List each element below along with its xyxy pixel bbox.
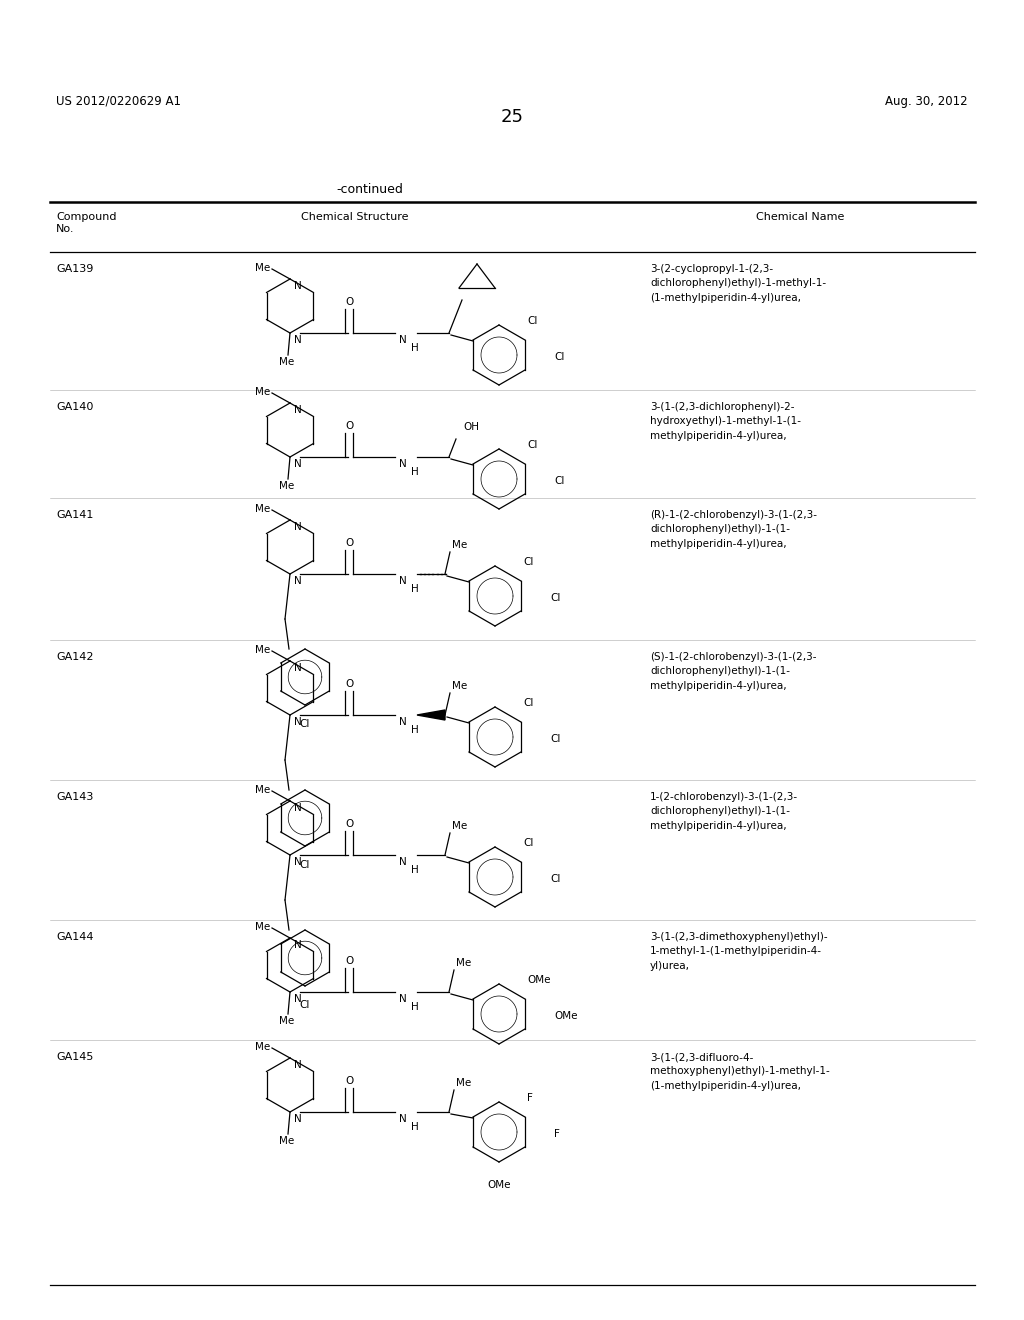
Text: US 2012/0220629 A1: US 2012/0220629 A1 — [56, 95, 181, 108]
Text: GA141: GA141 — [56, 510, 93, 520]
Text: GA143: GA143 — [56, 792, 93, 803]
Text: 3-(2-cyclopropyl-1-(2,3-
dichlorophenyl)ethyl)-1-methyl-1-
(1-methylpiperidin-4-: 3-(2-cyclopropyl-1-(2,3- dichlorophenyl)… — [650, 264, 826, 302]
Text: O: O — [345, 818, 353, 829]
Text: (R)-1-(2-chlorobenzyl)-3-(1-(2,3-
dichlorophenyl)ethyl)-1-(1-
methylpiperidin-4-: (R)-1-(2-chlorobenzyl)-3-(1-(2,3- dichlo… — [650, 510, 817, 549]
Text: 3-(1-(2,3-difluoro-4-
methoxyphenyl)ethyl)-1-methyl-1-
(1-methylpiperidin-4-yl)u: 3-(1-(2,3-difluoro-4- methoxyphenyl)ethy… — [650, 1052, 829, 1090]
Text: N: N — [294, 803, 302, 813]
Text: Me: Me — [255, 921, 270, 932]
Text: Me: Me — [255, 263, 270, 273]
Text: Cl: Cl — [554, 477, 564, 486]
Text: N: N — [294, 857, 302, 867]
Text: Compound
No.: Compound No. — [56, 213, 117, 234]
Text: N: N — [399, 335, 407, 345]
Text: GA139: GA139 — [56, 264, 93, 275]
Text: O: O — [345, 678, 353, 689]
Text: O: O — [345, 1076, 353, 1086]
Text: OMe: OMe — [487, 1180, 511, 1191]
Text: Me: Me — [452, 681, 467, 690]
Text: N: N — [294, 717, 302, 727]
Text: Chemical Structure: Chemical Structure — [301, 213, 409, 222]
Text: Me: Me — [452, 821, 467, 832]
Text: Me: Me — [255, 504, 270, 513]
Text: Me: Me — [456, 958, 471, 968]
Text: Me: Me — [452, 540, 467, 550]
Text: 3-(1-(2,3-dichlorophenyl)-2-
hydroxyethyl)-1-methyl-1-(1-
methylpiperidin-4-yl)u: 3-(1-(2,3-dichlorophenyl)-2- hydroxyethy… — [650, 403, 801, 441]
Text: N: N — [399, 857, 407, 867]
Text: GA142: GA142 — [56, 652, 93, 663]
Text: Me: Me — [255, 1041, 270, 1052]
Text: N: N — [294, 459, 302, 469]
Text: Chemical Name: Chemical Name — [756, 213, 844, 222]
Text: Me: Me — [255, 645, 270, 655]
Text: OMe: OMe — [554, 1011, 578, 1020]
Text: H: H — [411, 725, 419, 735]
Text: H: H — [411, 343, 419, 352]
Text: Cl: Cl — [554, 352, 564, 362]
Text: Cl: Cl — [300, 719, 310, 729]
Text: Cl: Cl — [550, 874, 560, 884]
Text: H: H — [411, 1122, 419, 1133]
Text: N: N — [294, 576, 302, 586]
Text: Me: Me — [280, 1016, 295, 1026]
Text: N: N — [294, 521, 302, 532]
Text: Me: Me — [255, 387, 270, 397]
Text: 1-(2-chlorobenzyl)-3-(1-(2,3-
dichlorophenyl)ethyl)-1-(1-
methylpiperidin-4-yl)u: 1-(2-chlorobenzyl)-3-(1-(2,3- dichloroph… — [650, 792, 798, 830]
Text: -continued: -continued — [337, 183, 403, 195]
Text: 25: 25 — [501, 108, 523, 125]
Text: Cl: Cl — [300, 1001, 310, 1010]
Text: Cl: Cl — [523, 838, 534, 847]
Text: N: N — [294, 994, 302, 1005]
Text: OMe: OMe — [527, 975, 551, 985]
Text: Cl: Cl — [523, 557, 534, 568]
Text: Me: Me — [280, 356, 295, 367]
Text: Cl: Cl — [527, 440, 538, 450]
Text: Cl: Cl — [527, 315, 538, 326]
Text: Me: Me — [280, 1137, 295, 1146]
Text: N: N — [294, 281, 302, 290]
Text: Cl: Cl — [550, 734, 560, 744]
Text: N: N — [399, 459, 407, 469]
Text: N: N — [294, 940, 302, 950]
Text: H: H — [411, 865, 419, 875]
Text: 3-(1-(2,3-dimethoxyphenyl)ethyl)-
1-methyl-1-(1-methylpiperidin-4-
yl)urea,: 3-(1-(2,3-dimethoxyphenyl)ethyl)- 1-meth… — [650, 932, 827, 970]
Text: N: N — [399, 717, 407, 727]
Text: N: N — [294, 663, 302, 673]
Text: H: H — [411, 467, 419, 477]
Text: O: O — [345, 297, 353, 308]
Text: N: N — [399, 994, 407, 1005]
Text: Cl: Cl — [550, 593, 560, 603]
Text: H: H — [411, 1002, 419, 1012]
Text: Me: Me — [456, 1078, 471, 1088]
Text: N: N — [294, 405, 302, 414]
Text: N: N — [294, 1114, 302, 1125]
Text: O: O — [345, 539, 353, 548]
Text: GA145: GA145 — [56, 1052, 93, 1063]
Text: Cl: Cl — [300, 861, 310, 870]
Polygon shape — [417, 710, 445, 719]
Text: N: N — [399, 576, 407, 586]
Text: O: O — [345, 956, 353, 966]
Text: Aug. 30, 2012: Aug. 30, 2012 — [886, 95, 968, 108]
Text: N: N — [294, 335, 302, 345]
Text: GA144: GA144 — [56, 932, 93, 942]
Text: N: N — [294, 1060, 302, 1071]
Text: F: F — [527, 1093, 532, 1104]
Text: Me: Me — [255, 785, 270, 795]
Text: (S)-1-(2-chlorobenzyl)-3-(1-(2,3-
dichlorophenyl)ethyl)-1-(1-
methylpiperidin-4-: (S)-1-(2-chlorobenzyl)-3-(1-(2,3- dichlo… — [650, 652, 816, 690]
Text: O: O — [345, 421, 353, 432]
Text: Cl: Cl — [523, 698, 534, 708]
Text: N: N — [399, 1114, 407, 1125]
Text: GA140: GA140 — [56, 403, 93, 412]
Text: H: H — [411, 583, 419, 594]
Text: OH: OH — [463, 422, 479, 432]
Text: Me: Me — [280, 480, 295, 491]
Text: F: F — [554, 1129, 560, 1139]
